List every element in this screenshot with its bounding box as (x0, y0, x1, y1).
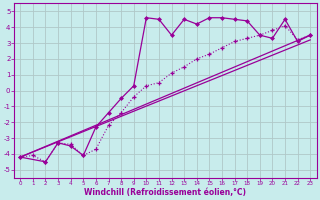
X-axis label: Windchill (Refroidissement éolien,°C): Windchill (Refroidissement éolien,°C) (84, 188, 246, 197)
